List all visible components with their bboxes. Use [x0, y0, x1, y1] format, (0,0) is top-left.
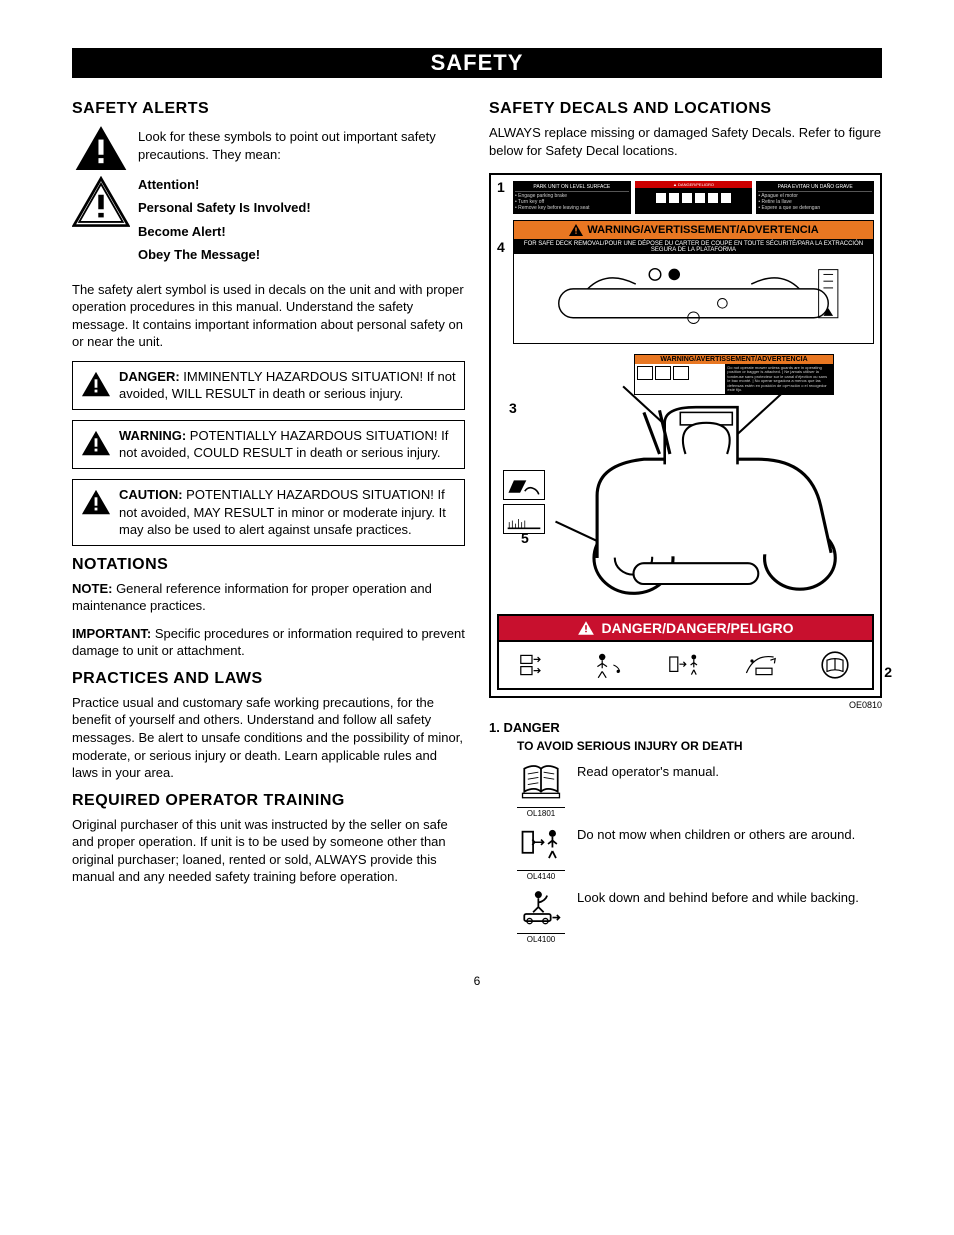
decal-location-figure: 1 4 PARK UNIT ON LEVEL SURFACE • Engage … — [489, 173, 882, 698]
decal-4-block: WARNING/AVERTISSEMENT/ADVERTENCIA FOR SA… — [513, 220, 874, 344]
service-icon — [516, 648, 556, 682]
danger-bar: DANGER/DANGER/PELIGRO — [497, 614, 874, 642]
decal-2-block: 2 DANGER/DANGER/PELIGRO — [497, 614, 874, 690]
note-paragraph: NOTE: General reference information for … — [72, 580, 465, 615]
practices-heading: PRACTICES AND LAWS — [72, 670, 465, 688]
danger-item-text: Look down and behind before and while ba… — [577, 887, 859, 907]
read-manual-icon — [519, 761, 563, 801]
decal-1-strip: PARK UNIT ON LEVEL SURFACE • Engage park… — [513, 181, 874, 214]
decal-text-block: PARA EVITAR UN DAÑO GRAVE • Apague el mo… — [756, 181, 874, 214]
warning-triangle-filled-icon — [74, 124, 128, 172]
practices-paragraph: Practice usual and customary safe workin… — [72, 694, 465, 782]
danger-item: OL4140 Do not mow when children or other… — [517, 824, 882, 881]
mower-illustration-area: 3 5 WARNING/AVERTISSEMENT/ADVERTENCIA Do… — [497, 350, 874, 610]
attention-line: Obey The Message! — [138, 243, 465, 266]
thrown-object-icon — [591, 648, 631, 682]
important-paragraph: IMPORTANT: Specific procedures or inform… — [72, 625, 465, 660]
mower-illustration — [497, 350, 874, 610]
attention-lines: Attention! Personal Safety Is Involved! … — [138, 173, 465, 267]
callout-1: 1 — [497, 179, 505, 195]
training-heading: REQUIRED OPERATOR TRAINING — [72, 792, 465, 810]
danger-item-text: Read operator's manual. — [577, 761, 719, 781]
warning-triangle-outline-icon — [72, 176, 130, 228]
warning-bar: WARNING/AVERTISSEMENT/ADVERTENCIA — [513, 220, 874, 240]
left-column: SAFETY ALERTS Look for these symbols to … — [72, 90, 465, 946]
caution-box: CAUTION: POTENTIALLY HAZARDOUS SITUATION… — [72, 479, 465, 546]
danger-icons-row — [497, 642, 874, 690]
page-header-bar: SAFETY — [72, 48, 882, 78]
page-number: 6 — [72, 974, 882, 988]
decals-heading: SAFETY DECALS AND LOCATIONS — [489, 100, 882, 118]
bystander-icon — [665, 648, 705, 682]
danger-item: OL4100 Look down and behind before and w… — [517, 887, 882, 944]
safety-alerts-intro-text-block: Look for these symbols to point out impo… — [138, 124, 465, 277]
safety-alert-paragraph: The safety alert symbol is used in decal… — [72, 281, 465, 351]
training-paragraph: Original purchaser of this unit was inst… — [72, 816, 465, 886]
safety-alerts-intro-text: Look for these symbols to point out impo… — [138, 128, 465, 163]
read-manual-circle-icon — [815, 648, 855, 682]
callout-2: 2 — [884, 664, 892, 680]
safety-alerts-intro-row: Look for these symbols to point out impo… — [72, 124, 465, 277]
icon-code: OL4100 — [517, 933, 565, 944]
warning-triangle-icon — [81, 370, 111, 398]
rollover-icon — [740, 648, 780, 682]
danger-list-subheading: TO AVOID SERIOUS INJURY OR DEATH — [517, 739, 882, 753]
icon-code: OL1801 — [517, 807, 565, 818]
decals-paragraph: ALWAYS replace missing or damaged Safety… — [489, 124, 882, 159]
alert-triangle-icons — [72, 124, 130, 228]
warning-sub-bar: FOR SAFE DECK REMOVAL/POUR UNE DÉPOSE DU… — [513, 240, 874, 254]
deck-removal-diagram — [513, 254, 874, 344]
bystander-distance-icon — [519, 824, 563, 864]
warning-text: WARNING: POTENTIALLY HAZARDOUS SITUATION… — [119, 427, 456, 462]
icon-code: OL4140 — [517, 870, 565, 881]
decal-icon-block: ▲ DANGER/PELIGRO — [635, 181, 753, 214]
warning-triangle-icon — [81, 429, 111, 457]
attention-line: Become Alert! — [138, 220, 465, 243]
caution-text: CAUTION: POTENTIALLY HAZARDOUS SITUATION… — [119, 486, 456, 539]
two-column-layout: SAFETY ALERTS Look for these symbols to … — [72, 90, 882, 946]
danger-text: DANGER: IMMINENTLY HAZARDOUS SITUATION! … — [119, 368, 456, 403]
right-column: SAFETY DECALS AND LOCATIONS ALWAYS repla… — [489, 90, 882, 946]
danger-item-text: Do not mow when children or others are a… — [577, 824, 855, 844]
danger-item: OL1801 Read operator's manual. — [517, 761, 882, 818]
callout-4: 4 — [497, 239, 505, 255]
danger-box: DANGER: IMMINENTLY HAZARDOUS SITUATION! … — [72, 361, 465, 410]
safety-alerts-heading: SAFETY ALERTS — [72, 100, 465, 118]
notations-heading: NOTATIONS — [72, 556, 465, 574]
danger-list-heading: 1. DANGER — [489, 720, 882, 735]
warning-box: WARNING: POTENTIALLY HAZARDOUS SITUATION… — [72, 420, 465, 469]
decal-text-block: PARK UNIT ON LEVEL SURFACE • Engage park… — [513, 181, 631, 214]
attention-line: Attention! — [138, 173, 465, 196]
warning-triangle-icon — [81, 488, 111, 516]
attention-line: Personal Safety Is Involved! — [138, 196, 465, 219]
look-behind-icon — [519, 887, 563, 927]
figure-code: OE0810 — [489, 700, 882, 710]
